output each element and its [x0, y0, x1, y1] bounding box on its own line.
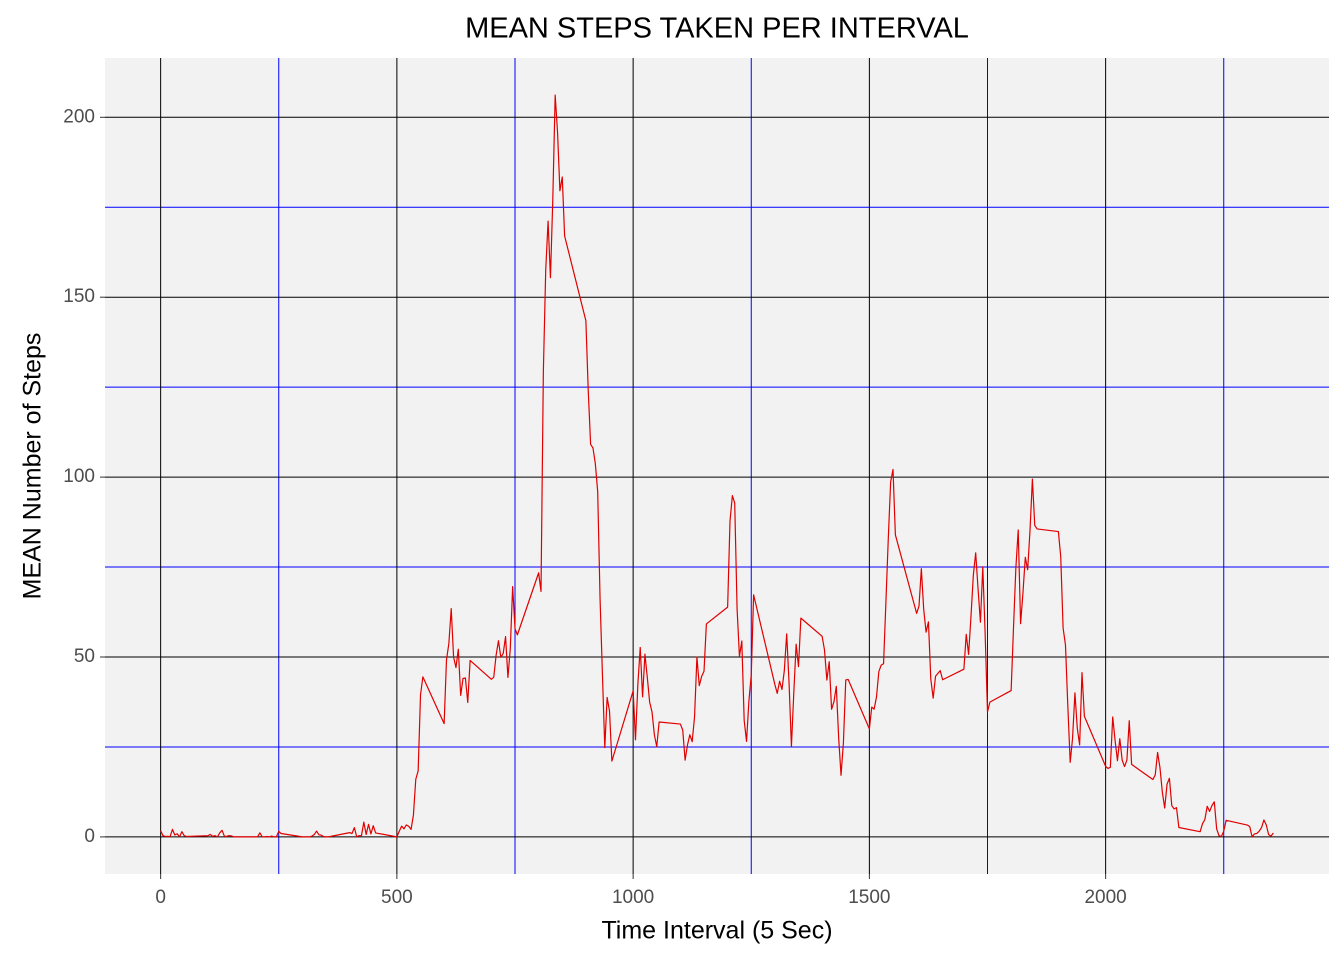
- grid: [105, 58, 1329, 874]
- x-tick-label: 500: [381, 887, 413, 908]
- y-axis-title: MEAN Number of Steps: [19, 333, 47, 600]
- y-tick-label: 200: [63, 106, 95, 127]
- x-tick-label: 0: [155, 887, 166, 908]
- chart-title: MEAN STEPS TAKEN PER INTERVAL: [465, 13, 969, 45]
- y-tick-label: 0: [84, 826, 95, 847]
- marks: [160, 94, 1274, 838]
- y-tick-label: 50: [74, 646, 95, 667]
- x-tick-label: 1500: [848, 887, 890, 908]
- x-tick-label: 1000: [612, 887, 654, 908]
- line: [160, 94, 1274, 838]
- panel: [105, 58, 1329, 874]
- x-tick-label: 2000: [1084, 887, 1126, 908]
- y-tick-label: 100: [63, 466, 95, 487]
- y-tick-label: 150: [63, 286, 95, 307]
- x-axis-title: Time Interval (5 Sec): [601, 917, 832, 945]
